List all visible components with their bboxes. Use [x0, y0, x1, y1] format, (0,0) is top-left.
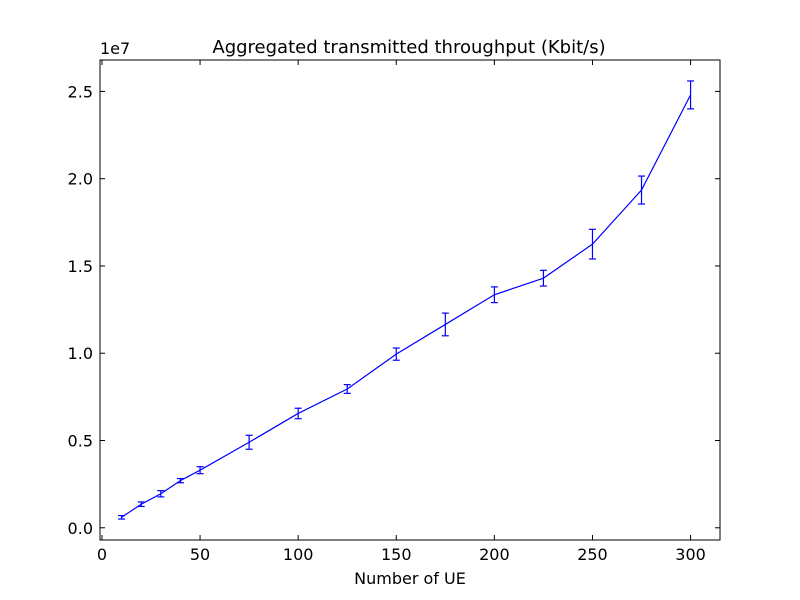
error-bar: [638, 175, 646, 205]
error-bar: [137, 501, 145, 508]
error-bar: [196, 466, 204, 475]
y-tick-label: 0.0: [68, 519, 93, 538]
data-series: [118, 80, 695, 520]
x-tick-label: 50: [190, 545, 210, 564]
x-tick-label: 150: [381, 545, 412, 564]
plot-area: [99, 59, 721, 541]
error-bar: [294, 407, 302, 420]
x-tick-label: 100: [283, 545, 314, 564]
error-bar: [392, 347, 400, 361]
x-axis-label: Number of UE: [354, 569, 466, 588]
error-bar: [588, 228, 596, 260]
x-tick-label: 250: [577, 545, 608, 564]
error-bar: [343, 384, 351, 394]
y-tick-label: 1.0: [68, 344, 93, 363]
error-bar: [118, 514, 126, 520]
y-axis-offset-label: 1e7: [100, 39, 130, 58]
error-bar: [490, 286, 498, 304]
y-tick-label: 2.5: [68, 82, 93, 101]
error-bar: [539, 269, 547, 287]
error-bar: [245, 434, 253, 450]
x-tick-label: 200: [479, 545, 510, 564]
error-bar: [176, 477, 184, 484]
error-bar: [441, 312, 449, 337]
y-tick-label: 0.5: [68, 432, 93, 451]
x-tick-label: 0: [97, 545, 107, 564]
error-bar: [687, 80, 695, 110]
y-tick-label: 1.5: [68, 257, 93, 276]
error-bar: [157, 490, 165, 498]
y-tick-label: 2.0: [68, 170, 93, 189]
chart-title: Aggregated transmitted throughput (Kbit/…: [212, 37, 605, 58]
axis-ticks: 0 50 100 150 200 250 300 0.0 0.5 1.0 1.5 2.0 2.5: [68, 60, 720, 564]
x-tick-label: 300: [675, 545, 706, 564]
